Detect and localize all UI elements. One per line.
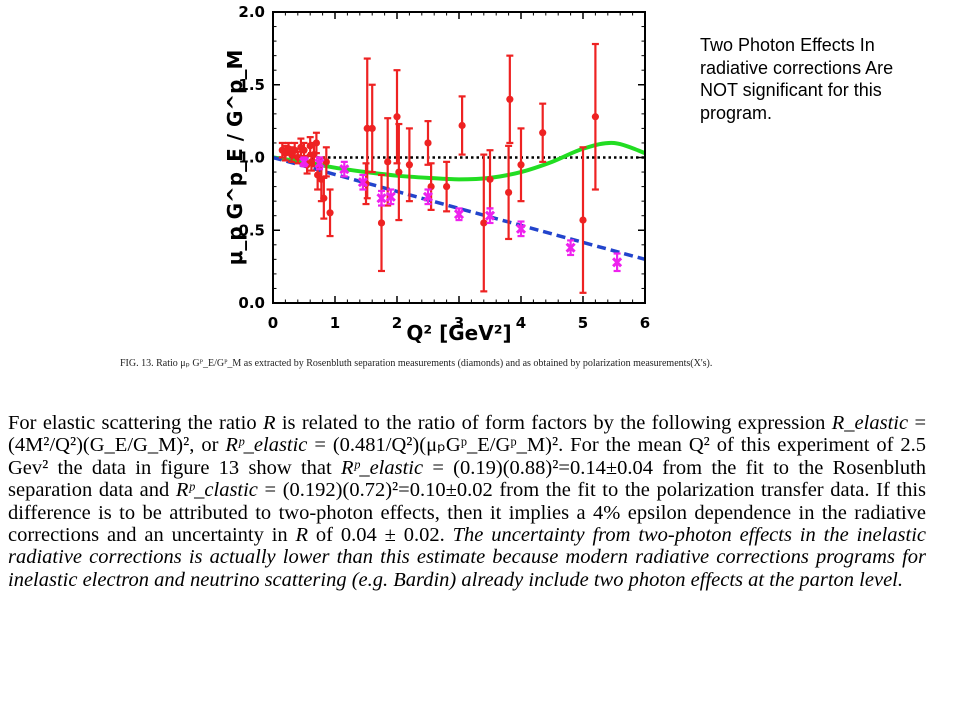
data-point	[377, 219, 386, 227]
y-axis-title: μ_p G^p_E / G^p_M	[223, 50, 247, 266]
data-point	[458, 121, 466, 130]
equation: = (4M²/Q²)(G_E/G_M)²	[8, 412, 926, 457]
data-point	[484, 210, 496, 221]
data-point	[298, 156, 310, 167]
body-paragraph: For elastic scattering the ratio R is re…	[8, 412, 926, 591]
data-points	[278, 42, 623, 294]
x-tick-label: 0	[268, 314, 278, 332]
data-point	[505, 188, 513, 197]
data-point	[395, 168, 403, 176]
x-tick-label: 4	[516, 314, 526, 332]
symbol-rp-elastic: Rᵖ_elastic	[225, 434, 308, 457]
y-tick-label: 0.5	[238, 221, 265, 239]
data-point	[385, 191, 396, 202]
x-axis-title: Q² [GeV²]	[406, 321, 511, 345]
y-tick-label: 0.0	[238, 294, 265, 312]
y-tick-label: 2.0	[238, 3, 265, 21]
text-run: , or	[189, 434, 226, 457]
equation: = (0.192)(0.72)²=0.10±0.02	[257, 479, 493, 502]
x-tick-label: 6	[640, 314, 650, 332]
data-point	[591, 113, 599, 121]
data-point	[453, 209, 465, 220]
text-run: For elastic scattering the ratio	[8, 412, 263, 434]
data-point	[539, 129, 547, 137]
data-point	[405, 161, 413, 169]
text-run: from the fit to the polarization transfe…	[8, 479, 927, 547]
data-point	[515, 223, 527, 234]
x-tick-label: 5	[578, 314, 588, 332]
data-point	[422, 191, 434, 202]
data-point	[339, 164, 350, 175]
data-point	[306, 142, 314, 150]
data-point	[320, 194, 328, 202]
symbol-rp-clastic: Rᵖ_clastic	[175, 479, 258, 502]
equation: = (0.19)(0.88)²=0.14±0.04	[423, 456, 653, 479]
symbol-r-elastic: R_elastic	[831, 412, 909, 434]
data-point	[427, 183, 435, 191]
symbol-r: R	[262, 412, 276, 434]
axis-tick-labels: 0 1 2 3 4 5 6 0.0 0.5 1.0 1.5 2.0	[238, 3, 650, 332]
data-point	[300, 146, 308, 154]
figure-caption: FIG. 13. Ratio μₚ Gᴾ_E/Gᴾ_M as extracted…	[120, 358, 713, 369]
data-point	[368, 124, 376, 132]
data-point	[314, 158, 325, 169]
x-tick-label: 1	[330, 314, 340, 332]
data-point	[326, 209, 334, 217]
data-point	[612, 257, 623, 268]
data-point	[517, 161, 525, 169]
data-point	[565, 242, 576, 253]
data-point	[486, 175, 494, 183]
data-point	[480, 219, 488, 227]
data-point	[506, 95, 514, 103]
equation: = (0.481/Q²)(μₚGᵖ_E/Gᵖ_M)²	[307, 434, 559, 457]
data-point	[357, 177, 368, 188]
text-run: of 0.04 ± 0.02.	[308, 524, 453, 547]
data-point	[376, 193, 387, 204]
y-tick-label: 1.5	[238, 76, 265, 94]
text-run: . For the mean Q² of this experiment of …	[8, 434, 926, 479]
data-point	[312, 139, 320, 147]
x-tick-label: 3	[454, 314, 464, 332]
data-point	[579, 216, 587, 224]
x-tick-label: 2	[392, 314, 402, 332]
data-point	[322, 158, 330, 166]
data-point	[424, 139, 432, 147]
italic-conclusion: The uncertainty from two-photon effects …	[8, 524, 926, 591]
symbol-rp-elastic: Rᵖ_elastic	[341, 456, 424, 479]
text-run: is related to the ratio of form factors …	[275, 412, 832, 434]
data-point	[384, 158, 392, 166]
y-tick-label: 1.0	[238, 149, 265, 167]
side-note: Two Photon Effects In radiative correcti…	[700, 35, 894, 123]
data-point	[393, 113, 401, 121]
text-run: from the fit to the Rosenbluth separatio…	[8, 456, 927, 502]
ratio-plot: 0 1 2 3 4 5 6 0.0 0.5 1.0 1.5 2.0 Q² [GeV²] μ_p G^p…	[223, 3, 650, 345]
symbol-r: R	[295, 524, 309, 547]
plot-frame	[272, 11, 646, 304]
data-point	[363, 124, 371, 132]
data-point	[443, 183, 451, 191]
